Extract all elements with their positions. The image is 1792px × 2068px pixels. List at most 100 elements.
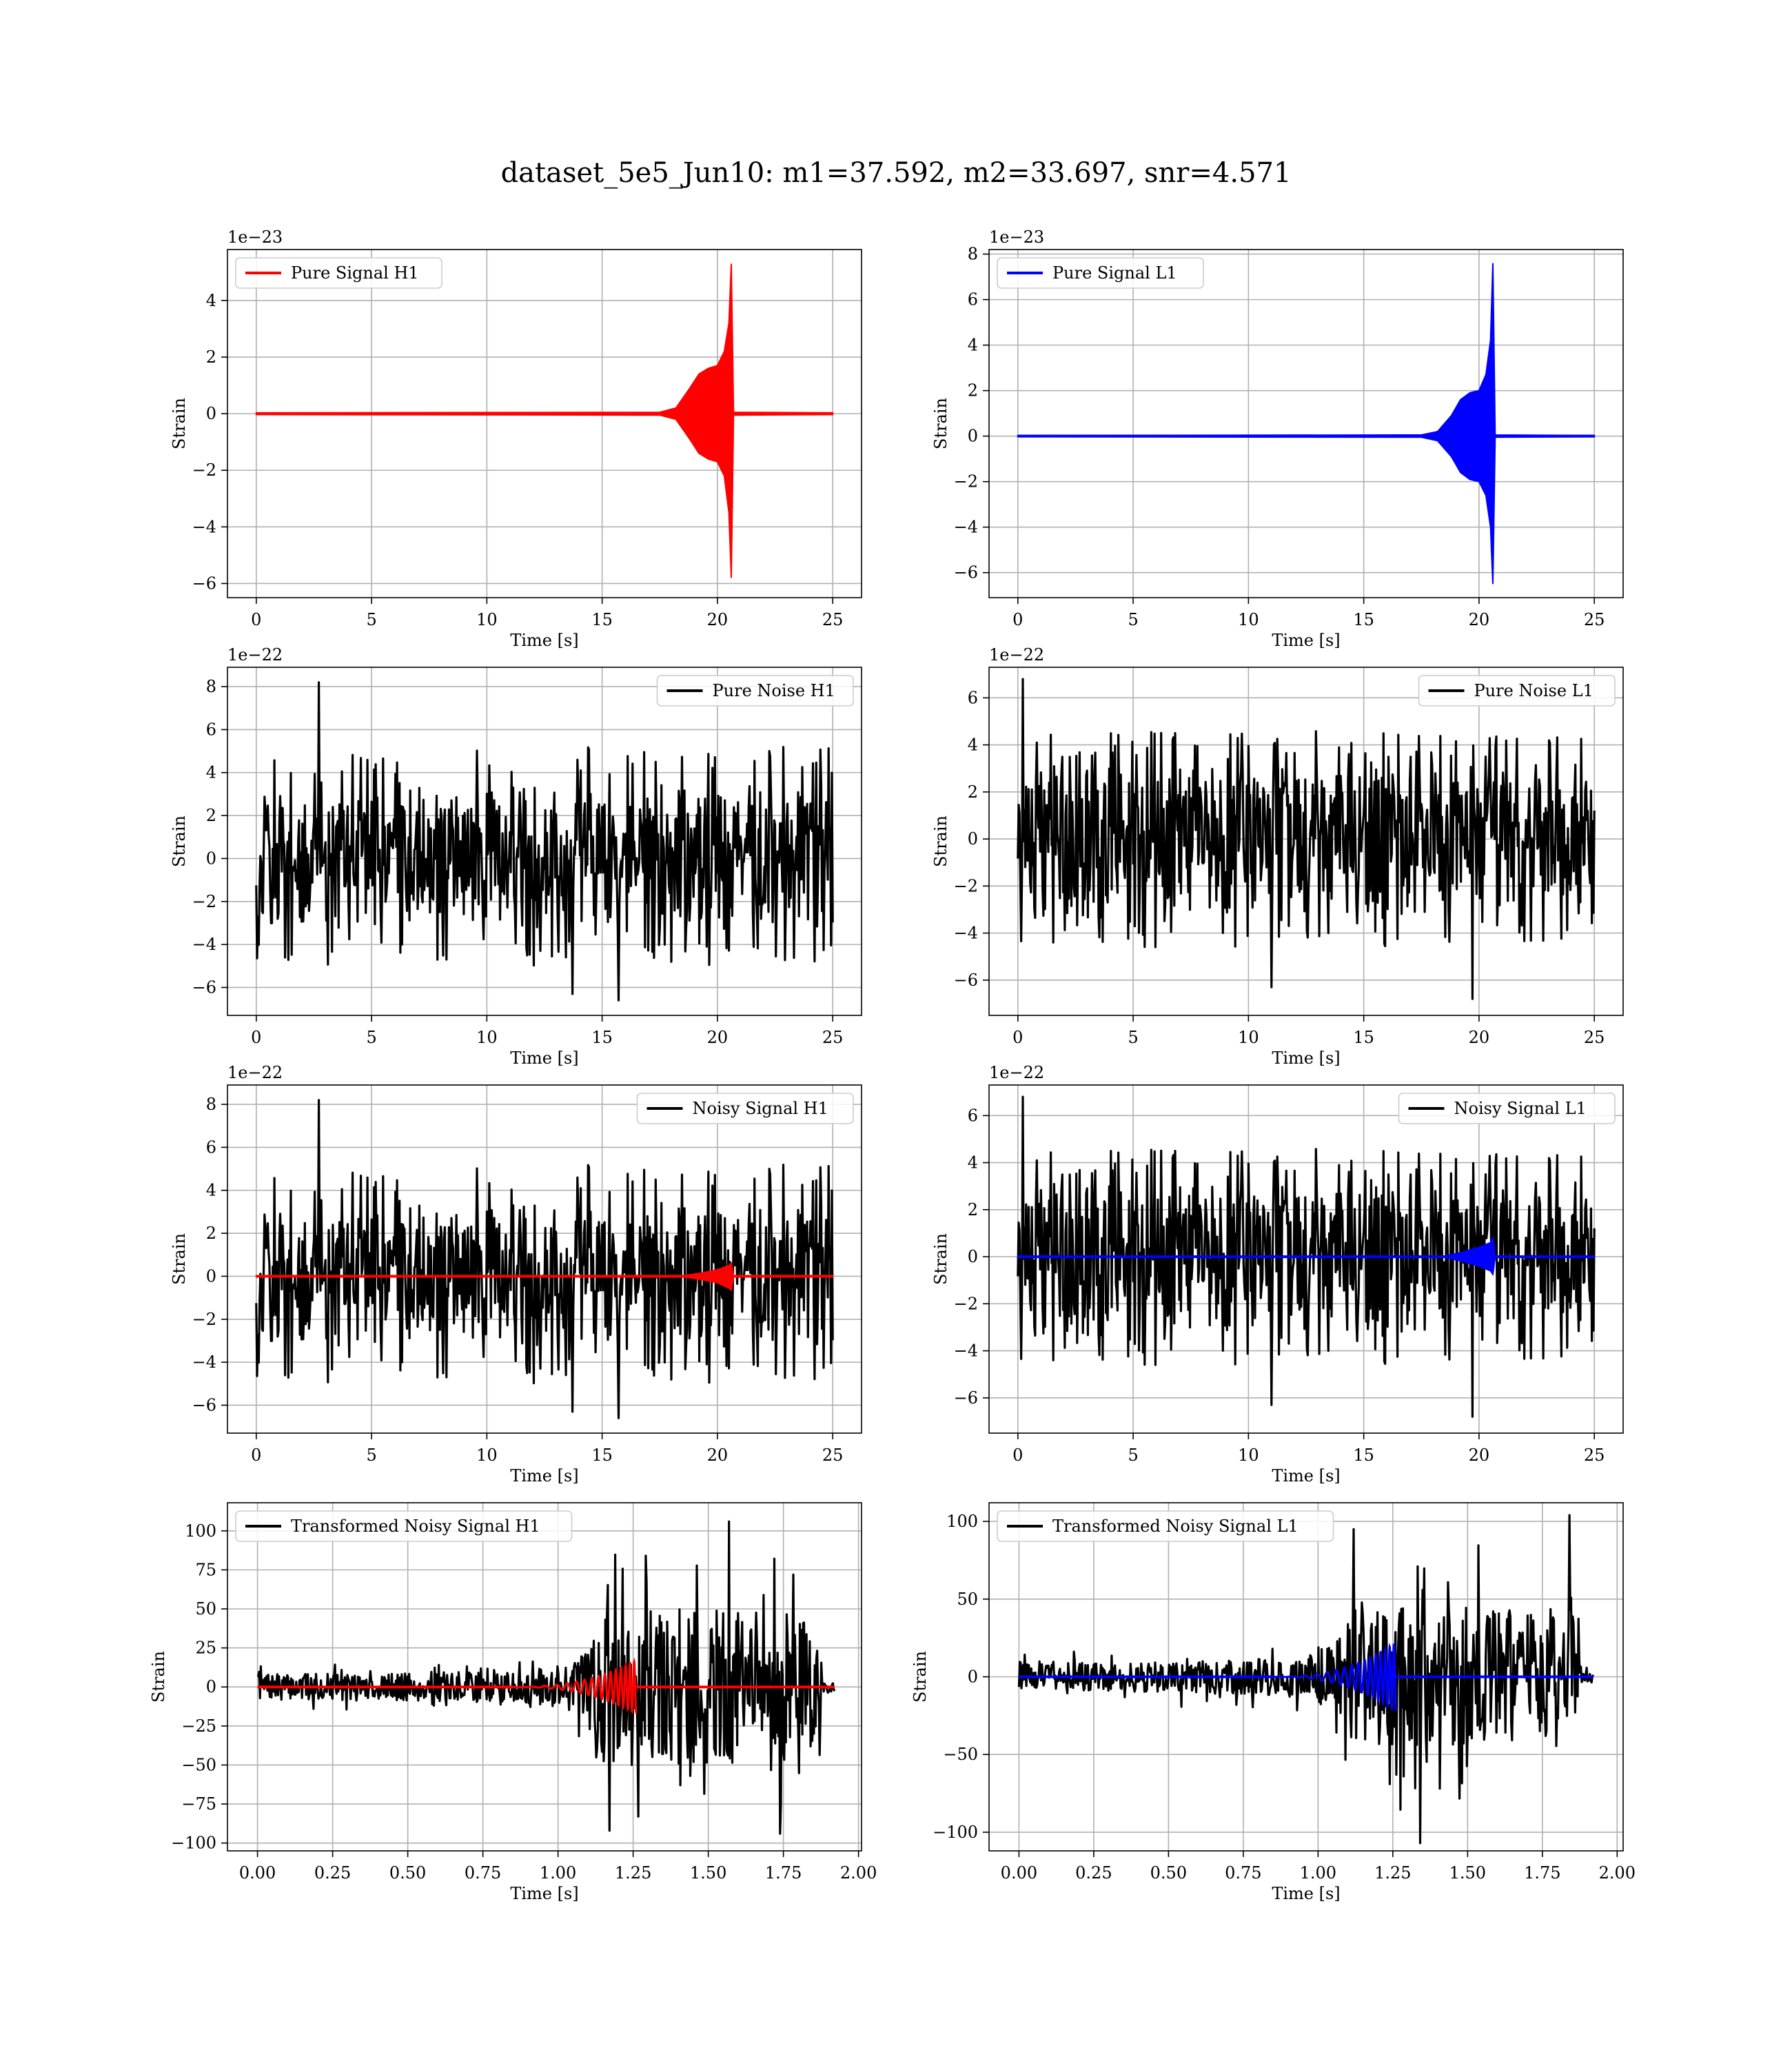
x-tick-label: 20 (1469, 1446, 1490, 1465)
x-tick-label: 15 (591, 1446, 613, 1465)
x-tick-label: 0 (251, 1028, 261, 1047)
y-tick-label: −4 (954, 924, 978, 943)
y-axis-label: Strain (170, 398, 189, 449)
y-tick-label: −4 (192, 935, 216, 954)
x-tick-label: 1.75 (765, 1863, 802, 1883)
x-axis-label: Time [s] (1272, 1466, 1340, 1486)
x-tick-label: 1.50 (1449, 1863, 1486, 1883)
series-1-chirp-line (513, 1657, 638, 1714)
plot-area (255, 263, 834, 578)
legend-box (235, 1510, 573, 1542)
y-tick-label: −4 (192, 517, 216, 536)
y-tick-label: 6 (968, 1106, 978, 1125)
legend: Pure Noise L1 (1418, 675, 1616, 707)
legend-box (656, 675, 854, 707)
y-tick-label: 2 (206, 1224, 216, 1243)
x-tick-label: 0.75 (1225, 1863, 1261, 1883)
y-tick-label: 2 (206, 806, 216, 825)
axes-frame (227, 1084, 862, 1434)
y-tick-label: 75 (195, 1560, 216, 1579)
legend: Pure Noise H1 (656, 675, 854, 707)
x-tick-label: 20 (707, 1028, 729, 1047)
y-tick-label: 0 (968, 829, 978, 849)
y-tick-label: −4 (192, 1352, 216, 1372)
y-offset-label: 1e−22 (227, 645, 283, 665)
x-tick-label: 10 (476, 610, 498, 629)
x-tick-label: 15 (1353, 1446, 1374, 1465)
y-tick-label: 0 (206, 849, 216, 868)
legend: Noisy Signal H1 (636, 1093, 854, 1124)
legend-label: Pure Noise H1 (713, 681, 835, 700)
x-tick-label: 0.00 (1001, 1863, 1037, 1883)
axes-frame (988, 1502, 1624, 1852)
legend-label: Pure Signal H1 (291, 263, 419, 283)
x-tick-label: 5 (1128, 610, 1138, 629)
legend-label: Transformed Noisy Signal H1 (291, 1517, 540, 1536)
subplot-noisy-signal-h1: 0 5 10 15 20 25 −6 −4 −2 0 2 4 6 8 1e−22 Time [s] Strain… (170, 1063, 862, 1486)
y-tick-label: 6 (206, 720, 216, 739)
x-tick-label: 1.25 (1374, 1863, 1411, 1883)
y-tick-label: 8 (206, 1095, 216, 1114)
y-tick-label: 0 (968, 427, 978, 446)
legend: Transformed Noisy Signal L1 (997, 1510, 1334, 1542)
y-tick-label: 0 (206, 404, 216, 423)
series-0-noise-line (1017, 678, 1596, 1000)
y-tick-label: 4 (206, 291, 216, 310)
x-tick-label: 0 (1012, 1446, 1023, 1465)
y-tick-label: 8 (206, 677, 216, 696)
x-tick-label: 0.75 (465, 1863, 501, 1883)
y-tick-label: −75 (181, 1794, 216, 1814)
x-tick-label: 15 (591, 1028, 613, 1047)
axes-frame (227, 1502, 862, 1852)
plot-area (255, 681, 834, 1002)
y-axis-label: Strain (170, 815, 189, 867)
y-tick-label: 100 (185, 1521, 216, 1541)
x-tick-label: 20 (1469, 610, 1490, 629)
y-axis-label: Strain (931, 1233, 950, 1285)
y-tick-label: 6 (968, 290, 978, 310)
plot-area (256, 1520, 836, 1835)
legend: Pure Signal H1 (235, 257, 442, 289)
y-tick-label: 0 (206, 1677, 216, 1696)
y-offset-label: 1e−22 (989, 1063, 1044, 1082)
y-tick-label: −2 (954, 876, 978, 895)
y-tick-label: −6 (954, 1388, 978, 1408)
y-tick-label: 4 (968, 1153, 978, 1173)
y-tick-label: 6 (968, 688, 978, 707)
y-tick-label: 4 (206, 763, 216, 782)
plot-area (255, 1099, 834, 1419)
y-tick-label: −100 (171, 1834, 216, 1853)
x-tick-label: 10 (476, 1028, 498, 1047)
x-tick-label: 5 (366, 1028, 376, 1047)
y-tick-label: −50 (943, 1745, 978, 1764)
x-tick-label: 5 (1128, 1446, 1138, 1465)
series-0-noise-line (255, 1099, 834, 1419)
plot-area (1017, 678, 1596, 1000)
series-1-chirp-line (1273, 1643, 1397, 1712)
y-axis-label: Strain (170, 1233, 189, 1285)
subplot-pure-noise-l1: 0 5 10 15 20 25 −6 −4 −2 0 2 4 6 1e−22 Time [s] Strain P… (931, 645, 1624, 1068)
y-offset-label: 1e−22 (227, 1063, 283, 1082)
y-tick-label: −2 (954, 1294, 978, 1313)
legend: Transformed Noisy Signal H1 (235, 1510, 573, 1542)
axes-frame (227, 249, 862, 598)
x-tick-label: 10 (1238, 610, 1259, 629)
x-tick-label: 20 (1469, 1028, 1490, 1047)
y-tick-label: −2 (192, 892, 216, 911)
x-tick-label: 2.00 (1599, 1863, 1636, 1883)
x-axis-label: Time [s] (510, 1048, 578, 1068)
y-tick-label: 50 (195, 1599, 216, 1619)
y-offset-label: 1e−23 (227, 227, 283, 247)
y-axis-label: Strain (931, 815, 950, 867)
y-tick-label: −6 (192, 977, 216, 997)
y-tick-label: −6 (192, 1395, 216, 1415)
y-tick-label: −6 (954, 563, 978, 582)
x-tick-label: 2.00 (840, 1863, 877, 1883)
x-tick-label: 1.50 (690, 1863, 726, 1883)
x-tick-label: 1.25 (615, 1863, 651, 1883)
y-tick-label: 100 (946, 1512, 978, 1531)
x-axis-label: Time [s] (1272, 1884, 1340, 1903)
x-tick-label: 25 (1584, 1028, 1605, 1047)
y-tick-label: 50 (957, 1590, 978, 1609)
